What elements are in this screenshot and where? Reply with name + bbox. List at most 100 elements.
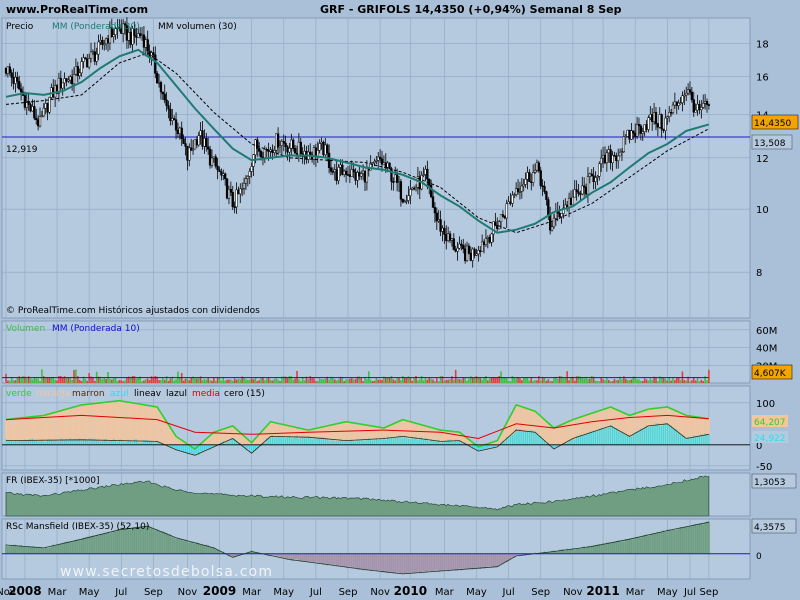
candle-body (290, 139, 293, 149)
candle-body (660, 114, 663, 130)
volume-bar (233, 378, 236, 383)
volume-bar (109, 378, 111, 383)
candle-body (361, 170, 365, 174)
osc-legend-lineav: lineav (134, 389, 162, 399)
volume-bar (521, 380, 523, 383)
candle-body (486, 237, 489, 239)
volume-bar (394, 380, 397, 383)
candle-body (690, 91, 694, 100)
volume-bar (205, 379, 208, 383)
rsc-line (5, 521, 709, 575)
x-tick-label: Sep (699, 587, 718, 598)
volume-bar (434, 380, 436, 383)
volume-bar (8, 380, 11, 383)
x-tick-label: Mar (435, 587, 455, 598)
volume-bar (186, 378, 189, 383)
volume-bar (192, 376, 194, 383)
candle-body (29, 104, 32, 112)
volume-bar (27, 376, 30, 383)
volume-bar (218, 377, 221, 383)
candle-body (339, 164, 342, 168)
candle-body (394, 174, 397, 183)
volume-bar (220, 380, 223, 383)
candle-body (480, 241, 484, 252)
candle-body (165, 99, 168, 106)
volume-bar (347, 379, 349, 383)
candle-body (214, 156, 217, 167)
candle-body (375, 160, 378, 162)
volume-bar (362, 381, 364, 383)
candle-body (201, 130, 204, 147)
candle-body (679, 102, 682, 104)
candle-body (499, 214, 503, 222)
volume-bar (290, 376, 293, 383)
candle-body (473, 248, 476, 256)
candle-body (42, 107, 45, 117)
candle-body (628, 129, 631, 140)
candle-body (140, 34, 144, 37)
volume-bar (487, 380, 489, 383)
volume-bar (577, 376, 580, 383)
candle-body (584, 186, 588, 195)
volume-bar (630, 379, 633, 383)
candle-body (186, 146, 189, 161)
volume-bar (209, 380, 211, 383)
volume-bar (560, 376, 563, 383)
volume-bar (75, 369, 77, 383)
volume-bar (696, 377, 699, 383)
volume-bar (413, 378, 415, 383)
candle-body (439, 219, 442, 232)
candle-body (178, 127, 181, 134)
volume-bar (322, 379, 325, 383)
candle-body (203, 138, 206, 147)
candle-body (150, 52, 153, 58)
volume-bar (513, 377, 516, 383)
volume-bar (700, 379, 703, 383)
volume-bar (564, 378, 567, 383)
volume-bar (534, 380, 536, 383)
candle-body (286, 146, 289, 153)
rsc-zero-label: 0 (756, 552, 762, 562)
volume-bar (505, 378, 508, 383)
candle-body (707, 104, 711, 106)
candle-body (498, 221, 501, 230)
volume-bar (284, 376, 287, 383)
candle-body (210, 157, 214, 166)
volume-bar (337, 379, 340, 383)
volume-bar (369, 379, 372, 383)
candle-body (114, 28, 117, 35)
volume-bar (313, 378, 315, 383)
candle-body (331, 171, 335, 173)
candle-body (462, 245, 465, 250)
candle-body (600, 157, 603, 165)
volume-bar (511, 376, 514, 383)
candle-body (686, 89, 690, 94)
volume-bar (379, 379, 381, 383)
volume-bar (173, 380, 175, 383)
volume-bar (632, 376, 635, 383)
candle-body (637, 124, 641, 127)
volume-bar (386, 377, 389, 383)
candle-body (662, 128, 665, 131)
volume-bar (500, 371, 502, 383)
volume-bar (282, 376, 285, 383)
candle-body (95, 53, 98, 62)
volume-bar (609, 381, 612, 383)
candle-body (392, 181, 395, 183)
volume-bar (645, 379, 648, 383)
volume-bar (126, 377, 128, 383)
volume-bar (403, 377, 406, 383)
volume-bar (704, 376, 706, 383)
volume-bar (349, 378, 351, 383)
candle-body (40, 115, 44, 118)
candle-body (509, 201, 512, 204)
volume-panel (1, 320, 751, 384)
volume-bar (702, 380, 705, 383)
candle-body (515, 188, 518, 195)
x-tick-label: 2009 (203, 584, 236, 598)
candle-body (460, 243, 463, 246)
candle-body (27, 101, 30, 105)
candle-body (346, 174, 350, 176)
candle-body (275, 133, 278, 151)
price-legend-ma30w: MM (Ponderada 30) (52, 22, 140, 32)
